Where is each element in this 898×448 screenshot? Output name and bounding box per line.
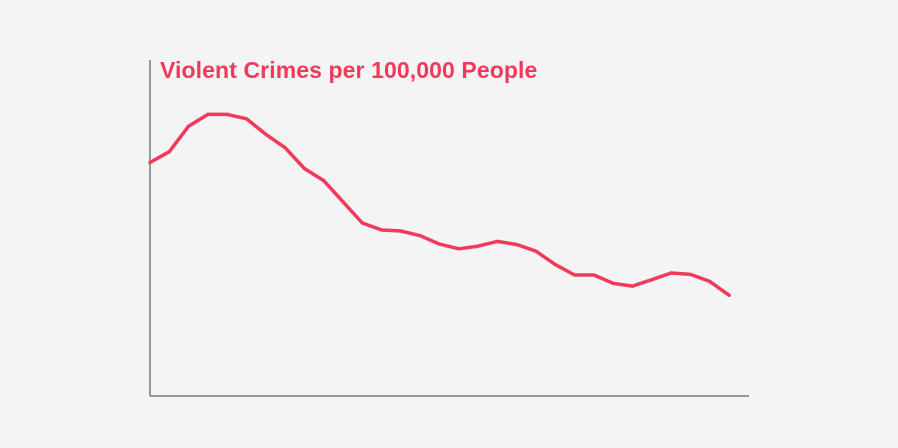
data-point [630, 284, 635, 288]
data-point [341, 200, 345, 204]
data-point [283, 146, 287, 150]
data-point [418, 234, 422, 238]
data-point [688, 272, 693, 276]
data-point [495, 239, 499, 243]
data-point [380, 228, 384, 232]
data-point [515, 242, 519, 247]
data-point [187, 124, 191, 128]
data-point [476, 244, 480, 248]
data-point [360, 221, 364, 225]
series-layer [148, 112, 731, 297]
data-point [148, 160, 152, 165]
data-point [611, 281, 615, 285]
data-point [534, 249, 538, 253]
data-point [669, 271, 673, 275]
series-line [148, 112, 731, 297]
data-point [264, 132, 268, 136]
data-point [573, 273, 577, 277]
data-point [244, 117, 249, 121]
data-point [167, 150, 171, 154]
data-point [322, 179, 326, 183]
data-point [553, 263, 557, 267]
data-point [650, 278, 654, 282]
data-point [206, 112, 210, 116]
data-point [225, 112, 229, 116]
data-point [457, 247, 461, 251]
data-point [399, 229, 403, 233]
data-point [592, 273, 596, 277]
data-point [708, 279, 712, 283]
chart-title: Violent Crimes per 100,000 People [160, 57, 538, 83]
data-point [302, 166, 306, 171]
data-point [727, 293, 731, 297]
data-point [437, 242, 442, 246]
